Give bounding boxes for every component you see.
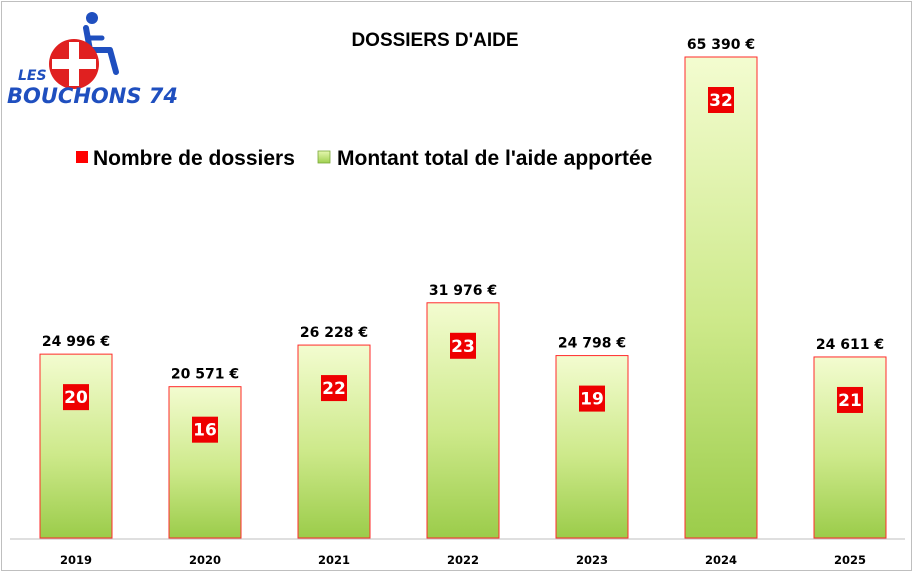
amount-label-2022: 31 976 €	[429, 283, 497, 299]
count-label-2021: 22	[322, 379, 346, 399]
year-tick-2021: 2021	[318, 553, 350, 567]
wheelchair-icon	[83, 12, 119, 75]
amount-label-2025: 24 611 €	[816, 337, 884, 353]
year-tick-2025: 2025	[834, 553, 866, 567]
count-label-2019: 20	[64, 388, 88, 408]
bar-2019	[39, 353, 113, 539]
year-tick-2023: 2023	[576, 553, 608, 567]
legend-label-count: Nombre de dossiers	[93, 147, 295, 170]
bar-2020	[168, 386, 242, 539]
count-label-2020: 16	[193, 421, 217, 441]
bar-2024	[684, 56, 758, 539]
amount-label-2021: 26 228 €	[300, 325, 368, 341]
year-tick-2024: 2024	[705, 553, 737, 567]
count-box-2020	[192, 416, 218, 443]
bar-2023	[555, 355, 629, 539]
legend-swatch-amount	[317, 150, 331, 164]
year-tick-2022: 2022	[447, 553, 479, 567]
count-box-2019	[63, 384, 89, 411]
legend-swatch-count	[76, 151, 88, 163]
amount-label-2023: 24 798 €	[558, 336, 626, 352]
count-box-2021	[321, 375, 347, 402]
amount-label-2020: 20 571 €	[171, 367, 239, 383]
count-label-2024: 32	[709, 91, 733, 111]
amount-label-2019: 24 996 €	[42, 334, 110, 350]
legend-label-amount: Montant total de l'aide apportée	[337, 147, 652, 170]
logo-line1: LES	[18, 68, 47, 84]
bar-2025	[813, 356, 887, 539]
bars-group: 24 996 € 20 2019 20 571 € 16 2020 26 228 € 22 20…	[39, 37, 887, 567]
year-tick-2019: 2019	[60, 553, 92, 567]
chart-title: DOSSIERS D'AIDE	[351, 30, 518, 51]
bar-2021	[297, 344, 371, 539]
count-box-2024	[708, 87, 734, 113]
count-label-2022: 23	[451, 337, 475, 357]
amount-label-2024: 65 390 €	[687, 37, 755, 53]
logo: LES BOUCHONS 74	[7, 12, 178, 108]
logo-line2: BOUCHONS 74	[7, 84, 178, 108]
red-cross-wheel-icon	[49, 39, 99, 89]
count-label-2023: 19	[580, 390, 604, 410]
count-box-2025	[837, 386, 863, 413]
legend: Nombre de dossiers Montant total de l'ai…	[76, 147, 652, 170]
year-tick-2020: 2020	[189, 553, 221, 567]
count-box-2023	[579, 385, 605, 412]
count-label-2025: 21	[838, 391, 862, 411]
count-box-2022	[450, 332, 476, 359]
